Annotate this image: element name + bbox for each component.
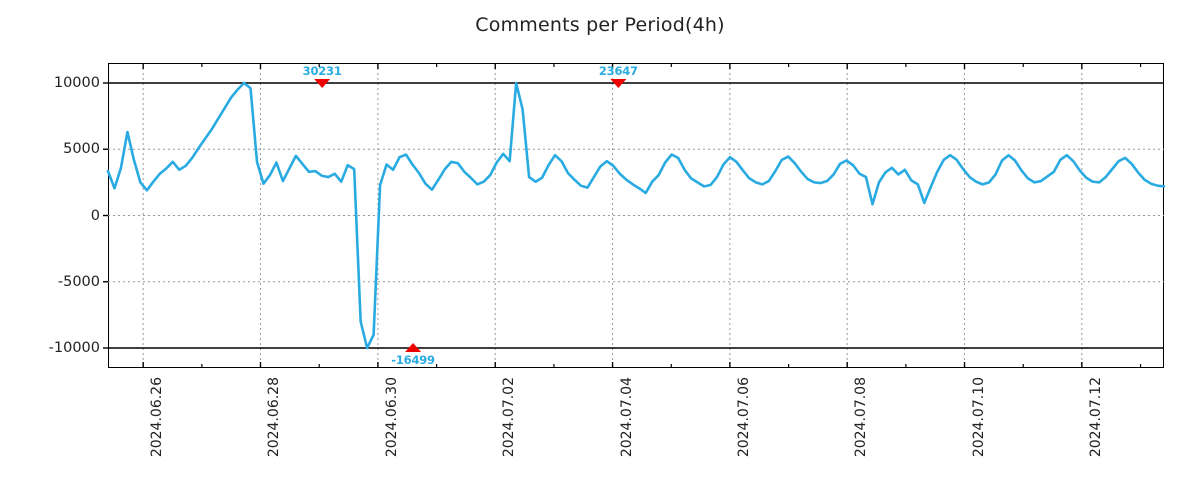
peak-value-label: 30231 xyxy=(302,64,342,78)
x-axis-tick-label: 2024.06.26 xyxy=(149,377,166,458)
max-marker-triangle xyxy=(610,79,627,88)
y-axis-tick-label: -5000 xyxy=(57,273,100,290)
axis-tick-marks xyxy=(103,63,1142,368)
x-axis-tick-label: 2024.07.10 xyxy=(970,377,987,458)
x-axis-tick-label: 2024.07.08 xyxy=(853,377,870,458)
trough-value-label: -16499 xyxy=(391,353,435,367)
y-axis-tick-label: 10000 xyxy=(53,75,100,91)
min-marker-triangle xyxy=(405,343,422,352)
y-axis-tick-label: -10000 xyxy=(48,340,100,356)
x-axis-tick-label: 2024.06.30 xyxy=(383,377,400,458)
y-axis-tick-labels: 10000 5000 0 -5000 -10000 xyxy=(0,0,100,500)
x-axis-tick-label: 2024.07.06 xyxy=(735,377,752,458)
axis-limit-lines xyxy=(108,82,1164,349)
peak-value-label: 23647 xyxy=(598,64,638,78)
chart-title: Comments per Period(4h) xyxy=(475,14,725,36)
x-axis-tick-label: 2024.07.04 xyxy=(618,377,635,458)
gridlines xyxy=(108,63,1164,368)
x-axis-tick-label: 2024.07.12 xyxy=(1087,377,1104,458)
max-marker-triangle xyxy=(314,79,331,88)
y-axis-tick-label: 0 xyxy=(90,207,100,224)
extreme-value-markers xyxy=(314,79,627,352)
x-axis-tick-labels: 2024.06.26 2024.06.28 2024.06.30 2024.07.02… xyxy=(0,377,1200,497)
data-line xyxy=(106,81,1166,350)
x-axis-tick-label: 2024.07.02 xyxy=(501,377,518,458)
y-axis-tick-label: 5000 xyxy=(63,141,100,158)
data-line-series xyxy=(106,81,1166,350)
x-axis-tick-label: 2024.06.28 xyxy=(266,377,283,458)
